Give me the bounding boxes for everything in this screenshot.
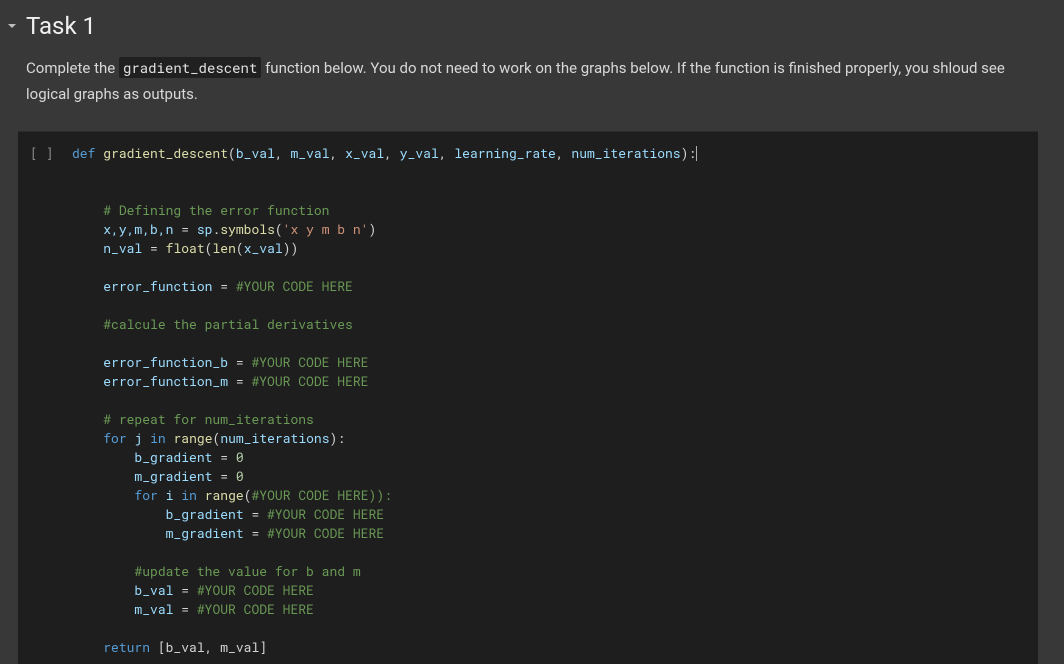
code-token: #YOUR CODE HERE: [251, 372, 368, 390]
code-token: =: [142, 239, 165, 257]
code-token: len: [212, 239, 235, 257]
code-token: ):: [330, 429, 346, 447]
code-token: b_val: [236, 144, 275, 162]
code-token: =: [173, 220, 196, 238]
code-token: (: [244, 486, 252, 504]
code-token: def: [72, 144, 95, 162]
code-token: [b_val, m_val]: [150, 638, 267, 656]
code-cell[interactable]: [ ] def gradient_descent(b_val, m_val, x…: [18, 131, 1038, 664]
code-token: 0: [236, 448, 244, 466]
code-token: #calcule the partial derivatives: [103, 315, 353, 333]
code-token: m_val: [290, 144, 329, 162]
code-token: num_iterations: [220, 429, 329, 447]
desc-inline-code: gradient_descent: [119, 57, 261, 78]
code-token: y_val: [400, 144, 439, 162]
task-description: Complete the gradient_descent function b…: [26, 56, 1036, 107]
code-token: #YOUR CODE HERE: [267, 505, 384, 523]
collapse-chevron-icon[interactable]: [4, 18, 20, 34]
code-token: # repeat for num_iterations: [103, 410, 314, 428]
text-cursor: [696, 146, 697, 161]
section-title: Task 1: [26, 12, 96, 40]
code-token: #YOUR CODE HERE: [267, 524, 384, 542]
code-token: =: [212, 277, 235, 295]
code-token: symbols: [220, 220, 275, 238]
code-token: m_val: [134, 600, 173, 618]
code-token: for: [103, 429, 126, 447]
code-token: b_gradient: [166, 505, 244, 523]
code-token: =: [173, 600, 196, 618]
code-token: error_function: [103, 277, 212, 295]
code-token: ):: [681, 144, 697, 162]
code-token: #YOUR CODE HERE: [197, 581, 314, 599]
code-token: in: [150, 429, 166, 447]
code-token: in: [181, 486, 197, 504]
code-token: b_gradient: [134, 448, 212, 466]
code-token: for: [134, 486, 157, 504]
section-heading-row[interactable]: Task 1: [0, 12, 1038, 40]
code-token: (: [275, 220, 283, 238]
code-token: i: [166, 486, 174, 504]
code-token: =: [212, 448, 235, 466]
code-editor[interactable]: def gradient_descent(b_val, m_val, x_val…: [72, 132, 1038, 664]
code-token: #YOUR CODE HERE: [197, 600, 314, 618]
code-token: j: [134, 429, 142, 447]
code-token: range: [173, 429, 212, 447]
code-token: return: [103, 638, 150, 656]
notebook-page: Task 1 Complete the gradient_descent fun…: [0, 0, 1064, 664]
code-token: float: [166, 239, 205, 257]
code-token: )): [283, 239, 299, 257]
code-token: #YOUR CODE HERE: [236, 277, 353, 295]
code-token: (: [228, 144, 236, 162]
code-token: m_gradient: [166, 524, 244, 542]
code-token: error_function_b: [103, 353, 228, 371]
code-token: # Defining the error function: [103, 201, 329, 219]
code-token: m_gradient: [134, 467, 212, 485]
code-token: #YOUR CODE HERE: [251, 353, 368, 371]
code-token: range: [205, 486, 244, 504]
code-token: sp: [197, 220, 213, 238]
code-token: (: [236, 239, 244, 257]
code-token: =: [212, 467, 235, 485]
code-token: 0: [236, 467, 244, 485]
desc-prefix: Complete the: [26, 59, 119, 77]
code-token: x_val: [244, 239, 283, 257]
code-token: =: [228, 353, 251, 371]
code-token: n_val: [103, 239, 142, 257]
code-token: #update the value for b and m: [134, 562, 360, 580]
code-token: learning_rate: [454, 144, 555, 162]
code-token: =: [228, 372, 251, 390]
code-token: x_val: [345, 144, 384, 162]
code-token: 'x y m b n': [283, 220, 369, 238]
code-token: num_iterations: [571, 144, 680, 162]
code-token: error_function_m: [103, 372, 228, 390]
code-token: =: [244, 505, 267, 523]
code-token: gradient_descent: [103, 144, 228, 162]
code-token: ): [369, 220, 377, 238]
code-token: b_val: [134, 581, 173, 599]
cell-execution-indicator[interactable]: [ ]: [18, 132, 72, 664]
code-token: #YOUR CODE HERE)):: [252, 486, 392, 504]
code-token: =: [173, 581, 196, 599]
code-token: =: [244, 524, 267, 542]
code-token: x,y,m,b,n: [103, 220, 173, 238]
